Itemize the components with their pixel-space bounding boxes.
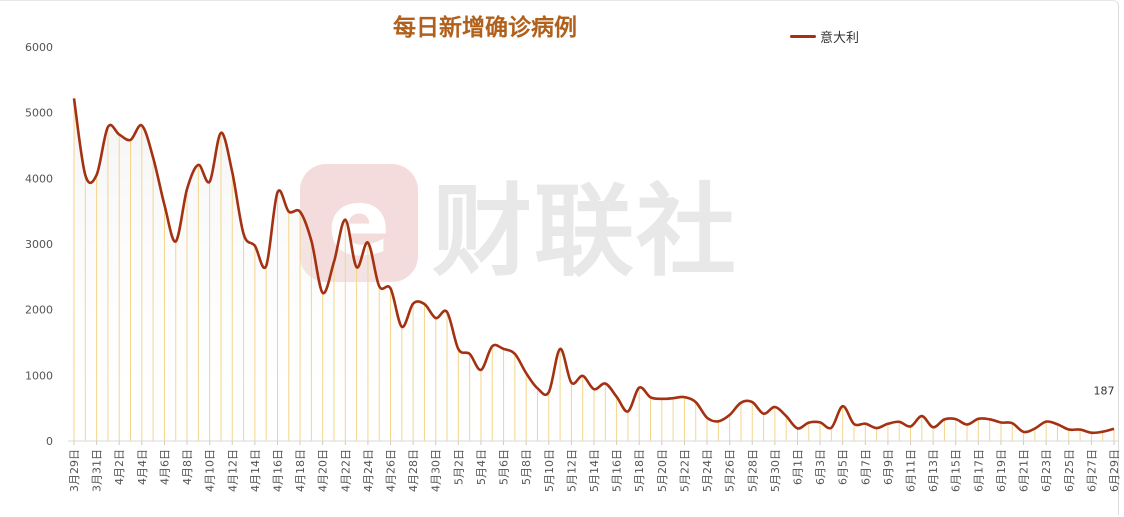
watermark-text: 财联社	[432, 173, 738, 290]
last-value-label: 187	[1094, 385, 1115, 398]
x-tick-label: 4月22日	[339, 449, 352, 492]
x-tick-label: 6月27日	[1085, 449, 1098, 492]
x-tick-label: 4月30日	[430, 449, 443, 492]
legend[interactable]: 意大利	[790, 27, 859, 46]
x-tick-label: 5月16日	[611, 449, 624, 492]
x-tick-label: 6月5日	[837, 449, 850, 485]
y-tick-label: 2000	[25, 304, 53, 317]
x-tick-label: 5月8日	[520, 449, 533, 485]
x-tick-label: 4月6日	[158, 449, 171, 485]
x-tick-label: 4月24日	[362, 449, 375, 492]
x-tick-label: 6月21日	[1018, 449, 1031, 492]
x-tick-label: 5月10日	[543, 449, 556, 492]
x-tick-label: 3月31日	[91, 449, 104, 492]
y-tick-label: 5000	[25, 107, 53, 120]
x-tick-label: 6月9日	[882, 449, 895, 485]
y-tick-label: 0	[46, 435, 53, 448]
x-tick-label: 6月11日	[905, 449, 918, 492]
x-tick-label: 5月4日	[475, 449, 488, 485]
x-tick-label: 5月6日	[498, 449, 511, 485]
x-tick-label: 5月30日	[769, 449, 782, 492]
x-tick-label: 5月14日	[588, 449, 601, 492]
x-tick-label: 4月12日	[226, 449, 239, 492]
x-tick-label: 6月25日	[1063, 449, 1076, 492]
x-tick-label: 6月15日	[950, 449, 963, 492]
x-tick-label: 5月28日	[746, 449, 759, 492]
x-tick-label: 6月19日	[995, 449, 1008, 492]
x-tick-label: 5月26日	[724, 449, 737, 492]
x-tick-label: 6月17日	[972, 449, 985, 492]
x-tick-label: 6月7日	[859, 449, 872, 485]
x-tick-label: 4月4日	[136, 449, 149, 485]
x-tick-label: 5月18日	[633, 449, 646, 492]
x-tick-label: 5月2日	[452, 449, 465, 485]
series-line	[72, 98, 1115, 435]
x-tick-label: 6月3日	[814, 449, 827, 485]
y-tick-label: 3000	[25, 238, 53, 251]
legend-label: 意大利	[820, 31, 860, 46]
x-tick-label: 4月16日	[271, 449, 284, 492]
x-tick-label: 6月29日	[1108, 449, 1121, 492]
x-tick-label: 4月28日	[407, 449, 420, 492]
x-tick-label: 4月18日	[294, 449, 307, 492]
x-tick-label: 6月23日	[1040, 449, 1053, 492]
x-tick-label: 4月10日	[204, 449, 217, 492]
x-tick-label: 5月22日	[678, 449, 691, 492]
x-tick-label: 4月20日	[317, 449, 330, 492]
x-tick-label: 4月14日	[249, 449, 262, 492]
x-tick-label: 6月13日	[927, 449, 940, 492]
x-tick-label: 5月20日	[656, 449, 669, 492]
x-tick-label: 3月29日	[68, 449, 81, 492]
x-tick-label: 5月12日	[565, 449, 578, 492]
x-tick-label: 4月2日	[113, 449, 126, 485]
y-tick-label: 6000	[25, 41, 53, 54]
y-tick-label: 1000	[25, 369, 53, 382]
x-tick-label: 4月8日	[181, 449, 194, 485]
x-tick-label: 6月1日	[791, 449, 804, 485]
x-tick-label: 4月26日	[385, 449, 398, 492]
x-tick-label: 5月24日	[701, 449, 714, 492]
y-tick-label: 4000	[25, 172, 53, 185]
chart-title: 每日新增确诊病例	[393, 15, 577, 41]
legend-swatch	[790, 35, 816, 38]
